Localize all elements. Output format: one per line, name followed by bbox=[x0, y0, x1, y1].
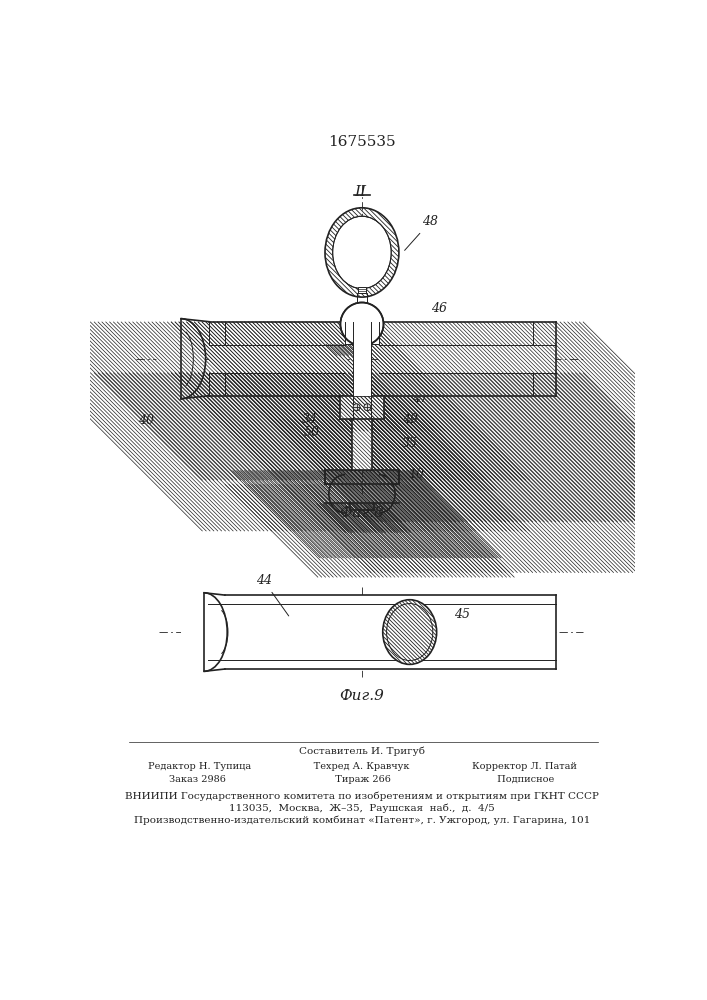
Text: Производственно-издательский комбинат «Патент», г. Ужгород, ул. Гагарина, 101: Производственно-издательский комбинат «П… bbox=[134, 816, 590, 825]
Bar bbox=[353, 322, 371, 396]
Text: Заказ 2986                                   Тираж 266                          : Заказ 2986 Тираж 266 bbox=[170, 775, 554, 784]
Bar bbox=[379, 322, 556, 396]
Text: 40: 40 bbox=[138, 414, 153, 427]
Ellipse shape bbox=[364, 404, 370, 411]
Ellipse shape bbox=[340, 302, 383, 346]
Bar bbox=[325, 470, 399, 484]
Bar bbox=[358, 287, 366, 293]
Bar bbox=[209, 322, 345, 396]
Text: 47: 47 bbox=[412, 392, 428, 405]
Text: II: II bbox=[354, 185, 366, 199]
Text: ВНИИПИ Государственного комитета по изобретениям и открытиям при ГКНТ СССР: ВНИИПИ Государственного комитета по изоб… bbox=[125, 791, 599, 801]
Ellipse shape bbox=[181, 593, 227, 671]
Text: 10: 10 bbox=[408, 468, 424, 481]
Text: 45: 45 bbox=[454, 608, 469, 621]
Bar bbox=[352, 419, 372, 470]
Text: Фиг.8: Фиг.8 bbox=[339, 506, 385, 520]
Text: Фиг.9: Фиг.9 bbox=[339, 689, 385, 703]
Text: 50: 50 bbox=[408, 360, 424, 373]
Text: 44: 44 bbox=[256, 574, 288, 616]
Ellipse shape bbox=[353, 404, 360, 411]
Text: 113035,  Москва,  Ж–35,  Раушская  наб.,  д.  4/5: 113035, Москва, Ж–35, Раушская наб., д. … bbox=[229, 804, 495, 813]
Bar bbox=[225, 595, 556, 669]
Text: 34: 34 bbox=[302, 413, 317, 426]
Text: 46: 46 bbox=[431, 302, 448, 316]
Ellipse shape bbox=[382, 600, 437, 664]
Bar bbox=[356, 293, 368, 302]
Bar bbox=[345, 322, 379, 344]
Ellipse shape bbox=[156, 319, 206, 399]
Bar bbox=[340, 396, 383, 419]
Text: 1675535: 1675535 bbox=[328, 135, 396, 149]
Text: Составитель И. Тригуб: Составитель И. Тригуб bbox=[299, 747, 425, 756]
Ellipse shape bbox=[333, 216, 391, 289]
Text: 35: 35 bbox=[402, 437, 418, 450]
Text: 50: 50 bbox=[304, 426, 320, 439]
Text: Редактор Н. Тупица                    Техред А. Кравчук                    Корре: Редактор Н. Тупица Техред А. Кравчук Кор… bbox=[148, 762, 576, 771]
Text: 49: 49 bbox=[402, 413, 418, 426]
Text: 48: 48 bbox=[404, 215, 438, 250]
Text: 34: 34 bbox=[300, 326, 339, 350]
